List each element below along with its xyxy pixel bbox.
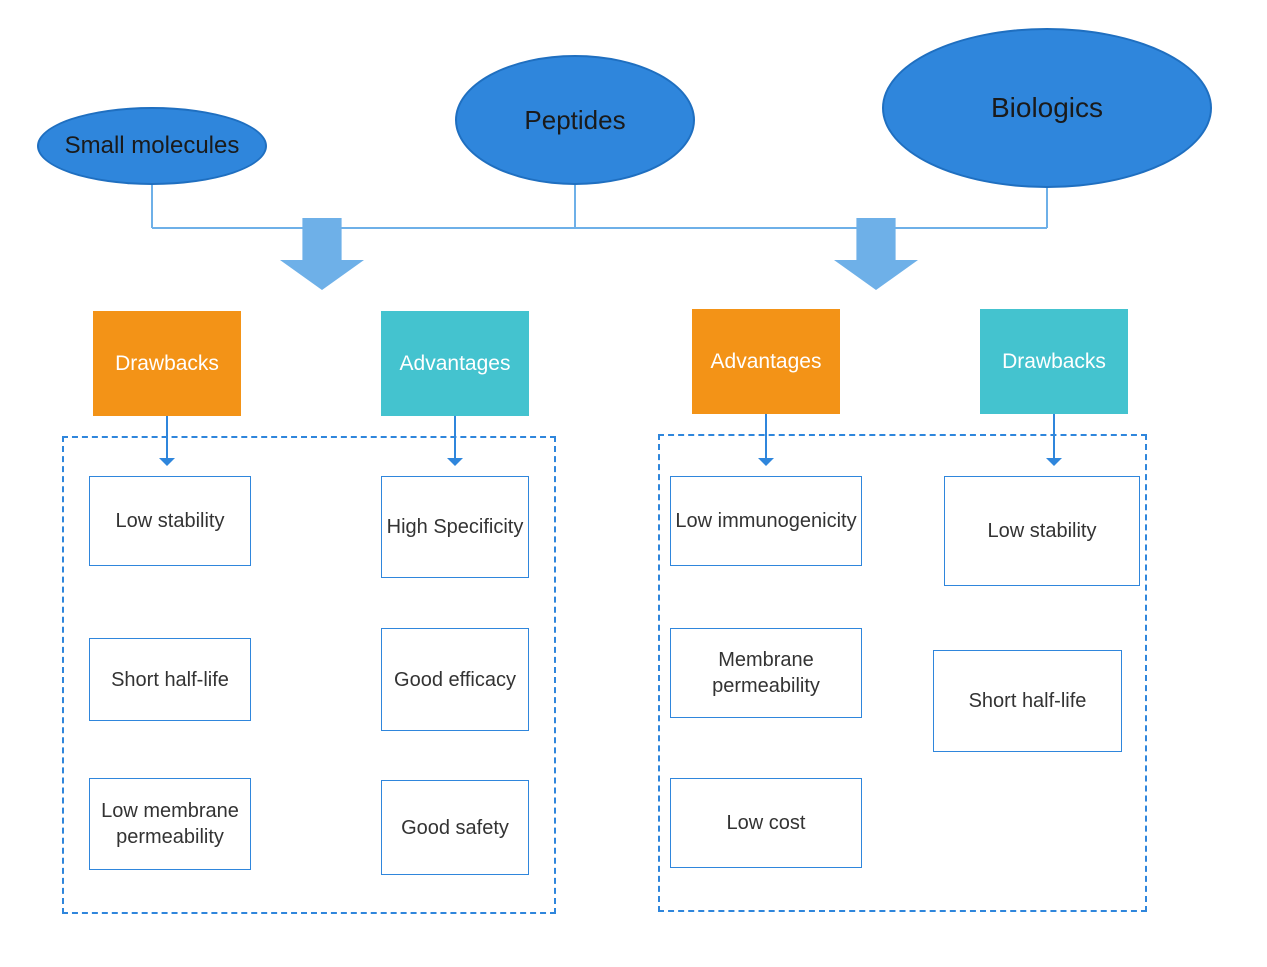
item-label: Low stability <box>116 508 225 534</box>
item-label: Membrane permeability <box>675 647 857 699</box>
ellipse-peptides: Peptides <box>455 55 695 185</box>
item-box: Low membrane permeability <box>89 778 251 870</box>
item-label: Good safety <box>401 815 509 841</box>
item-box: Good efficacy <box>381 628 529 731</box>
item-box: Low immunogenicity <box>670 476 862 566</box>
item-label: Short half-life <box>111 667 229 693</box>
category-box-right-drawbacks: Drawbacks <box>980 309 1128 414</box>
ellipse-label: Peptides <box>524 105 625 136</box>
category-box-right-advantages: Advantages <box>692 309 840 414</box>
item-box: Low stability <box>944 476 1140 586</box>
item-box: Low stability <box>89 476 251 566</box>
ellipse-biologics: Biologics <box>882 28 1212 188</box>
category-box-left-drawbacks: Drawbacks <box>93 311 241 416</box>
item-box: Low cost <box>670 778 862 868</box>
ellipse-small-molecules: Small molecules <box>37 107 267 185</box>
category-label: Advantages <box>400 352 511 376</box>
category-label: Drawbacks <box>1002 350 1106 374</box>
ellipse-label: Small molecules <box>65 132 240 160</box>
item-label: Low membrane permeability <box>94 798 246 850</box>
ellipse-label: Biologics <box>991 92 1103 124</box>
item-label: Low immunogenicity <box>675 508 856 534</box>
item-box: Short half-life <box>89 638 251 721</box>
item-box: High Specificity <box>381 476 529 578</box>
item-label: Low stability <box>988 518 1097 544</box>
item-label: Good efficacy <box>394 667 516 693</box>
category-label: Drawbacks <box>115 352 219 376</box>
item-box: Good safety <box>381 780 529 875</box>
category-box-left-advantages: Advantages <box>381 311 529 416</box>
category-label: Advantages <box>711 350 822 374</box>
item-label: Short half-life <box>969 688 1087 714</box>
item-box: Membrane permeability <box>670 628 862 718</box>
item-label: Low cost <box>727 810 806 836</box>
item-label: High Specificity <box>387 514 524 540</box>
item-box: Short half-life <box>933 650 1122 752</box>
